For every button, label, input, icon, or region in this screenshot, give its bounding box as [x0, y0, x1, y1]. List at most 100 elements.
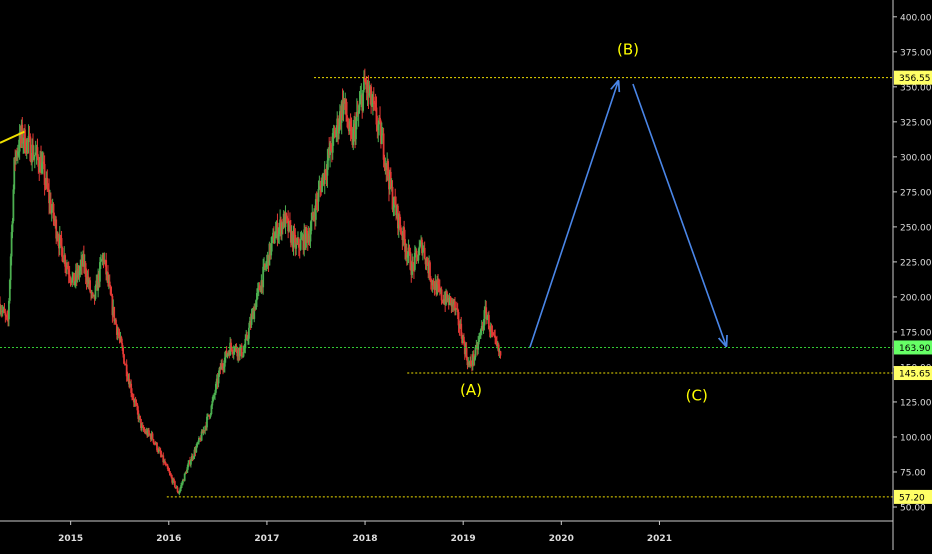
candle-body [412, 262, 414, 264]
candle-body [387, 161, 389, 177]
candle-body [190, 456, 193, 462]
candle-body [438, 284, 440, 287]
candle-body [33, 156, 35, 159]
candle-body [362, 90, 364, 111]
candle-body [399, 225, 402, 232]
candle-body [338, 126, 340, 134]
candle-body [479, 329, 482, 334]
candle-body [143, 430, 146, 432]
candle-body [60, 238, 63, 248]
candle-body [187, 463, 190, 468]
x-tick-label: 2016 [156, 534, 181, 544]
candle-body [398, 214, 401, 226]
candle-body [218, 367, 221, 374]
candle-body [137, 410, 140, 419]
candle-body [6, 315, 9, 317]
candle-body [288, 221, 290, 232]
candle-body [383, 159, 386, 166]
candle-body [11, 221, 14, 233]
candle-body [118, 335, 121, 338]
y-tick-label: 325.00 [900, 118, 932, 128]
candle-body [324, 169, 327, 176]
candle-body [168, 471, 171, 473]
candle-body [347, 121, 349, 128]
candle-body [160, 454, 163, 457]
candle-body [84, 263, 87, 277]
candle-body [169, 472, 172, 476]
candle-body [121, 343, 124, 348]
candle-body [130, 383, 133, 393]
candle-body [103, 260, 106, 263]
candle-body [157, 449, 160, 452]
candle-body [499, 351, 502, 356]
candle-body [8, 300, 10, 320]
candle-body [394, 196, 397, 205]
price-badge-label: 163.90 [899, 344, 931, 354]
candle-body [5, 315, 8, 317]
candle-body [355, 111, 358, 121]
candle-body [319, 185, 322, 187]
candle-body [181, 483, 183, 486]
candle-body [50, 210, 53, 213]
candle-body [364, 82, 367, 85]
candle-body [345, 98, 348, 116]
candle-body [327, 149, 330, 161]
candle-body [206, 414, 209, 417]
y-tick-label: 350.00 [900, 83, 932, 93]
candle-body [325, 175, 328, 177]
wave-label: (C) [686, 387, 708, 405]
candle-body [271, 236, 273, 244]
candle-body [492, 333, 495, 335]
candle-body [89, 280, 92, 292]
candles-layer [0, 68, 502, 496]
candle-body [315, 199, 318, 201]
candle-body [326, 160, 329, 176]
candle-body [485, 307, 488, 319]
candle-body [32, 144, 34, 159]
candle-body [109, 286, 112, 295]
candle-body [436, 282, 439, 295]
candle-body [204, 426, 207, 431]
candle-body [192, 456, 195, 459]
candle-body [61, 247, 64, 262]
candle-body [314, 199, 317, 220]
y-tick-label: 250.00 [900, 223, 932, 233]
y-tick-label: 200.00 [900, 293, 932, 303]
candle-body [165, 464, 168, 466]
candle-body [478, 337, 480, 342]
candle-body [37, 156, 40, 167]
candle-body [181, 479, 184, 484]
candle-body [382, 133, 385, 160]
x-tick-label: 2020 [549, 534, 574, 544]
candle-body [429, 279, 432, 283]
candle-body [232, 351, 235, 354]
candle-body [41, 162, 43, 174]
candle-body [255, 300, 257, 310]
candle-body [273, 238, 276, 244]
candle-body [373, 102, 376, 104]
candle-body [335, 129, 338, 138]
candle-body [357, 110, 360, 115]
y-tick-label: 75.00 [900, 468, 926, 478]
candle-body [156, 442, 158, 451]
candle-body [33, 154, 36, 157]
candle-body [102, 254, 105, 263]
candle-body [225, 350, 228, 357]
candle-body [262, 266, 265, 288]
candle-body [470, 360, 472, 365]
candle-body [71, 276, 74, 283]
candle-body [123, 354, 125, 364]
price-badge [894, 489, 932, 504]
candle-body [12, 189, 15, 222]
y-tick-label: 225.00 [900, 258, 932, 268]
candle-body [223, 357, 226, 367]
candle-body [229, 342, 232, 356]
candle-body [247, 338, 249, 340]
candle-body [48, 189, 50, 204]
candle-body [47, 188, 50, 190]
candle-body [170, 475, 173, 478]
candle-body [482, 325, 485, 329]
candle-body [91, 292, 94, 296]
candle-body [490, 326, 493, 332]
